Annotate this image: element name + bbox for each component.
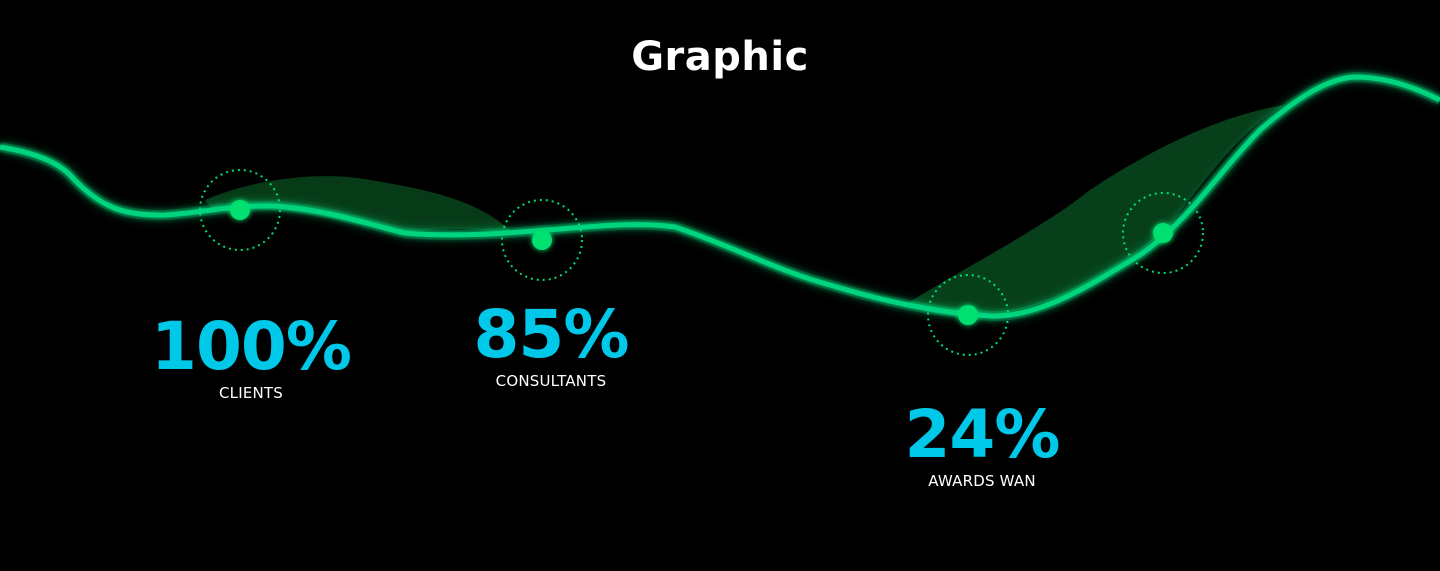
stat-consultants: 85% CONSULTANTS	[441, 296, 661, 391]
wave-line-core	[0, 74, 1440, 319]
stat-value: 24%	[904, 396, 1061, 473]
stat-value: 100%	[151, 308, 352, 385]
stat-awards: 24% AWARDS WAN	[872, 396, 1092, 491]
stat-label: AWARDS WAN	[928, 472, 1036, 490]
page-title: Graphic	[631, 34, 809, 80]
marker-clients	[199, 169, 281, 251]
marker-consultants	[501, 199, 583, 281]
stat-value: 85%	[473, 296, 630, 373]
stat-label: CLIENTS	[218, 384, 284, 402]
ribbon-shape-left	[205, 176, 515, 235]
marker-awards	[927, 274, 1009, 356]
ribbon-shape-right	[905, 105, 1285, 318]
marker-extra	[1122, 192, 1204, 274]
stat-clients: 100% CLIENTS	[141, 308, 361, 403]
stat-label: CONSULTANTS	[495, 372, 607, 390]
